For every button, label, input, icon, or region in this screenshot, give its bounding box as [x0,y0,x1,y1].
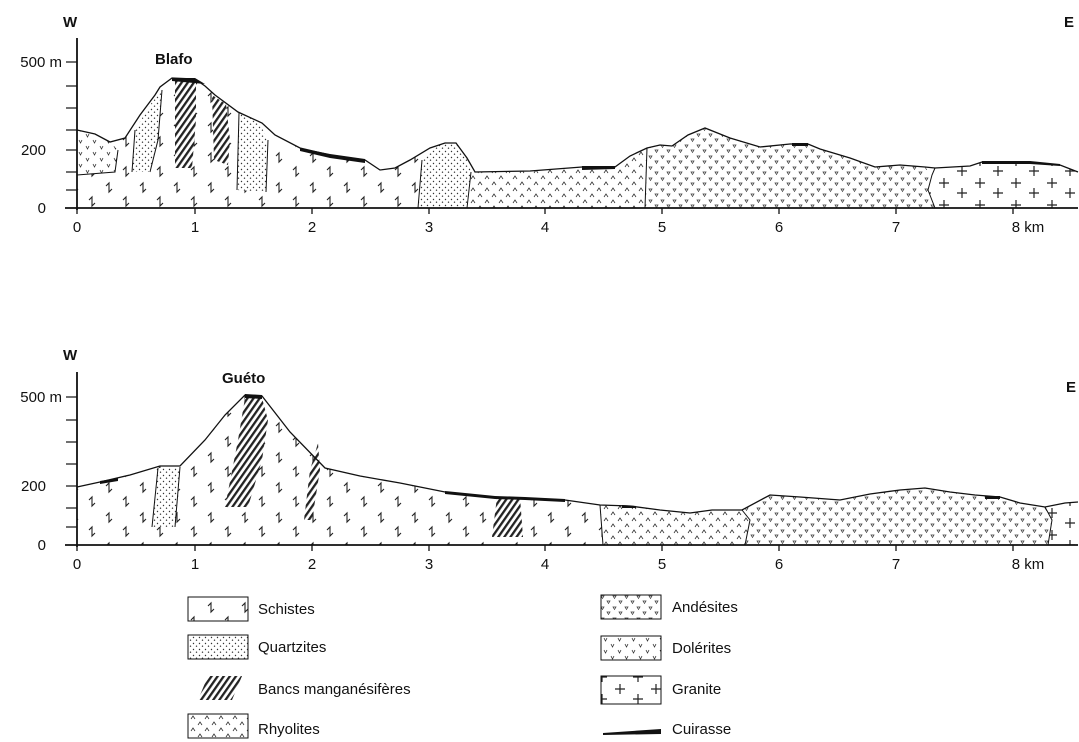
x-tick-label: 1 [191,556,199,573]
west-label-top: W [63,14,78,31]
x-tick-label: 0 [73,556,81,573]
x-tick-label: 2 [308,219,316,236]
x-tick-label: 8 km [1012,219,1045,236]
andesites-swatch [600,594,662,620]
y-ticks-top [66,61,77,191]
east-label-bottom: E [1066,379,1076,396]
unit-granite-top [928,162,1078,208]
legend-label-bancs: Bancs manganésifères [258,681,411,698]
unit-mn-bottom-3 [492,497,523,537]
legend-label-dolerites: Dolérites [672,640,731,657]
unit-rhyolites-top [467,148,647,208]
dolerites-swatch [600,635,662,661]
unit-schistes-bottom [77,395,603,545]
legend-item-cuirasse: Cuirasse [603,721,731,738]
west-label-bottom: W [63,347,78,364]
unit-quartzites-top-3 [418,143,471,208]
unit-andesites-bottom [742,488,1052,545]
legend-label-schistes: Schistes [258,601,315,618]
x-ticks-bottom [76,545,1014,551]
legend-label-andesites: Andésites [672,599,738,616]
unit-mn-top-2 [212,95,230,165]
x-tick-labels-top: 0 1 2 3 4 5 6 7 8 km [73,219,1044,236]
east-label-top: E [1064,14,1074,31]
axes-bottom [65,372,1078,547]
profile-blafo: W E Blafo 500 m 200 0 0 1 2 3 4 5 6 7 8 … [20,14,1079,236]
x-tick-label: 2 [308,556,316,573]
x-tick-label: 7 [892,219,900,236]
unit-quartzites-bottom [152,467,180,527]
x-tick-label: 0 [73,219,81,236]
unit-mn-bottom-2 [304,443,320,520]
x-tick-label: 3 [425,219,433,236]
unit-granite-bottom [1045,502,1078,545]
x-tick-label: 8 km [1012,556,1045,573]
cuirasse-swatch [603,729,661,735]
cuirasse-bottom [100,394,1000,508]
summit-label-gueto: Guéto [222,370,265,387]
x-tick-label: 4 [541,556,549,573]
unit-quartzites-top-2 [237,113,268,192]
x-tick-label: 3 [425,556,433,573]
cuirasse-top [172,78,1060,170]
legend-item-rhyolites: Rhyolites [187,713,320,739]
x-tick-label: 7 [892,556,900,573]
unit-dolerites-top [77,130,118,175]
legend-label-quartzites: Quartzites [258,639,326,656]
contacts-bottom [151,466,1053,546]
legend-item-dolerites: Dolérites [600,635,731,661]
legend-item-quartzites: Quartzites [187,634,326,660]
legend-item-bancs: Bancs manganésifères [198,676,411,700]
x-tick-labels-bottom: 0 1 2 3 4 5 6 7 8 km [73,556,1044,573]
unit-mn-bottom-1 [225,398,268,507]
contacts-top [76,89,936,209]
granite-swatch [600,675,662,705]
x-tick-label: 5 [658,219,666,236]
legend-item-granite: Granite [600,675,721,705]
axes-top [65,38,1078,210]
legend-label-granite: Granite [672,681,721,698]
x-tick-label: 4 [541,219,549,236]
y-tick-label-500-bottom: 500 m [20,389,62,406]
summit-label-blafo: Blafo [155,51,193,68]
legend-label-rhyolites: Rhyolites [258,721,320,738]
unit-mn-top-1 [175,80,196,168]
y-tick-label-200-top: 200 [21,142,46,159]
quartzites-swatch [187,634,249,660]
x-ticks-top [76,208,1014,214]
unit-rhyolites-bottom [600,505,750,545]
y-tick-label-500-top: 500 m [20,54,62,71]
x-tick-label: 5 [658,556,666,573]
profile-gueto: W E Guéto 500 m 200 0 0 1 2 3 4 5 6 7 8 … [20,347,1079,573]
y-ticks-bottom [66,396,77,528]
y-tick-label-0-top: 0 [38,200,46,217]
unit-quartzites-top-1 [132,90,162,172]
schistes-swatch [187,596,249,622]
legend-item-schistes: Schistes [187,596,315,622]
x-tick-label: 6 [775,556,783,573]
bancs-swatch [198,676,242,700]
rhyolites-swatch [187,713,249,739]
legend: Schistes Quartzites Bancs manganésifères… [187,594,738,739]
unit-andesites-top [645,128,935,208]
surface-profile-bottom [76,394,1079,514]
x-tick-label: 6 [775,219,783,236]
y-tick-label-200-bottom: 200 [21,478,46,495]
legend-item-andesites: Andésites [600,594,738,620]
y-tick-label-0-bottom: 0 [38,537,46,554]
legend-label-cuirasse: Cuirasse [672,721,731,738]
x-tick-label: 1 [191,219,199,236]
